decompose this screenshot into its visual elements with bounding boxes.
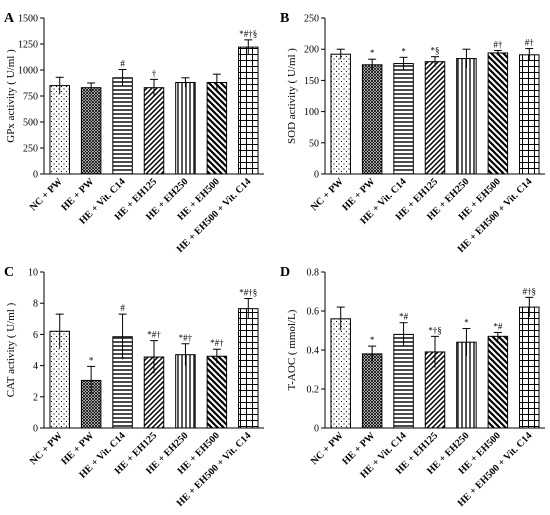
significance-label: #† <box>525 38 535 48</box>
panel-b: B SOD activity ( U/ml ) 0 50 100 150 200 250 NC … <box>280 11 545 255</box>
y-tick-label: 2 <box>33 392 38 403</box>
x-tick-label: NC + PW <box>28 176 65 213</box>
panel-letter: D <box>280 265 290 280</box>
y-tick-label: 0 <box>33 424 38 435</box>
bar <box>487 52 509 175</box>
bar <box>519 306 540 429</box>
y-axis-label: CAT activity ( U/ml ) <box>5 302 17 397</box>
y-tick-label: 0.6 <box>307 307 320 318</box>
bar <box>330 53 351 175</box>
significance-label: *#† <box>179 333 193 343</box>
bar <box>238 46 259 175</box>
y-tick-label: 500 <box>23 118 38 129</box>
panel-letter: C <box>4 265 14 280</box>
y-tick-label: 250 <box>304 14 319 25</box>
y-tick-label: 0.4 <box>307 346 320 357</box>
bar <box>519 54 540 175</box>
panel-letter: B <box>280 11 289 26</box>
y-tick-label: 0 <box>33 170 38 181</box>
panel-d: DT-AOC ( mmol/L)00.20.40.60.8NC + PW*HE … <box>280 265 545 509</box>
significance-label: † <box>152 68 157 78</box>
y-tick-label: 0.2 <box>307 385 320 396</box>
y-tick-label: 50 <box>309 138 319 149</box>
bar <box>456 58 477 175</box>
y-tick-label: 100 <box>304 107 319 118</box>
y-axis-label: SOD activity ( U/ml ) <box>286 48 298 144</box>
y-tick-label: 150 <box>304 76 319 87</box>
bar <box>175 354 196 429</box>
significance-label: * <box>464 318 469 328</box>
x-tick-label: NC + PW <box>309 430 346 467</box>
panel-a: A GPx activity ( U/ml ) 0 250 500 750 1000 1250… <box>4 11 264 255</box>
significance-label: *§ <box>431 46 440 56</box>
bar <box>424 61 446 175</box>
significance-label: * <box>401 46 406 56</box>
y-tick-label: 10 <box>28 268 38 279</box>
bar <box>175 81 196 175</box>
bar <box>393 63 414 175</box>
bar <box>330 318 351 429</box>
significance-label: * <box>370 48 375 58</box>
bar <box>238 308 259 429</box>
x-tick-label: NC + PW <box>28 430 65 467</box>
bar <box>361 353 383 429</box>
y-axis-label: T-AOC ( mmol/L) <box>286 309 298 390</box>
significance-label: # <box>120 303 125 313</box>
significance-label: *# <box>399 312 409 322</box>
significance-label: #† <box>493 39 503 49</box>
y-tick-label: 1000 <box>18 66 38 77</box>
y-axis-label: GPx activity ( U/ml ) <box>5 49 17 143</box>
y-tick-label: 0.8 <box>307 268 320 279</box>
y-tick-label: 1500 <box>18 14 38 25</box>
y-tick-label: 4 <box>33 361 38 372</box>
significance-label: * <box>89 355 94 365</box>
bar <box>393 333 414 429</box>
significance-label: *#†§ <box>239 29 257 39</box>
bar <box>80 87 102 175</box>
bar <box>206 355 228 429</box>
significance-label: #†§ <box>523 286 537 296</box>
bar <box>206 81 228 175</box>
y-tick-label: 6 <box>33 330 38 341</box>
bar <box>112 77 133 175</box>
bar <box>487 335 509 429</box>
y-tick-label: 0 <box>314 424 319 435</box>
bar <box>49 85 70 175</box>
significance-label: *#† <box>210 338 224 348</box>
significance-label: *# <box>493 321 503 331</box>
significance-label: *#† <box>147 330 161 340</box>
x-tick-label: NC + PW <box>309 176 346 213</box>
bar <box>143 87 165 175</box>
significance-label: *†§ <box>428 325 442 335</box>
y-tick-label: 1250 <box>18 40 38 51</box>
y-tick-label: 0 <box>314 170 319 181</box>
significance-label: *#†§ <box>239 288 257 298</box>
y-tick-label: 8 <box>33 299 38 310</box>
y-tick-label: 750 <box>23 92 38 103</box>
significance-label: * <box>370 335 375 345</box>
y-tick-label: 250 <box>23 144 38 155</box>
bar <box>361 64 383 175</box>
panel-letter: A <box>4 11 15 26</box>
significance-label: # <box>120 58 125 68</box>
y-tick-label: 200 <box>304 45 319 56</box>
